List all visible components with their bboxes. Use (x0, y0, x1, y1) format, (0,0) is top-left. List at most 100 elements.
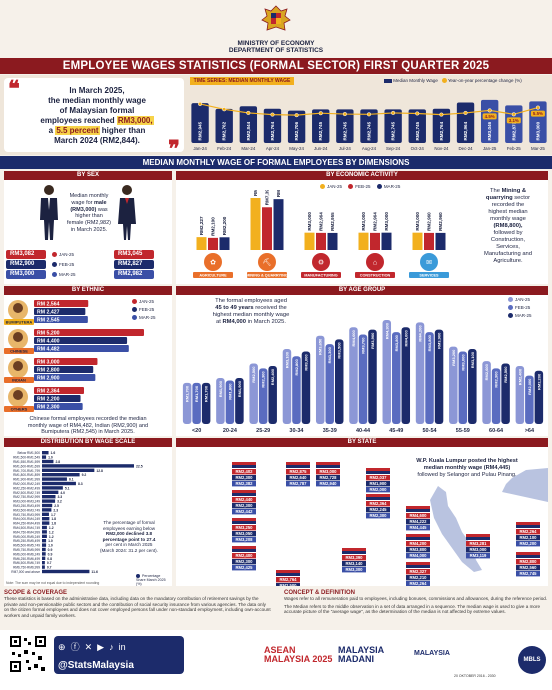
wage-scale-category: RM6,000-RM6,249 (13, 552, 40, 556)
facebook-icon[interactable]: ⓕ (70, 642, 80, 652)
tiktok-icon[interactable]: ♪ (109, 642, 114, 652)
ethnic-bar-FEB-25 (34, 308, 86, 315)
wage-scale-category: RM2,000-RM2,249 (13, 482, 40, 486)
age-bar-MAR-25 (235, 378, 244, 424)
state-value: RM4,000 (410, 553, 428, 558)
state-flag-stripe (316, 465, 340, 468)
highlight-box: ❝ In March 2025, the median monthly wage… (4, 76, 184, 162)
state-value: RM2,800 (520, 559, 538, 564)
age-bar-label: RM3,700 (361, 337, 366, 354)
age-bar-FEB-25 (192, 382, 201, 424)
ethnic-bar-FEB-25 (34, 337, 128, 344)
state-value-bg (366, 475, 390, 481)
ts-bar-label: RM2,764 (439, 121, 444, 140)
state-value-bg (232, 525, 256, 531)
wage-scale-bar (42, 552, 46, 556)
by-state-text: W.P. Kuala Lumpur posted the highest med… (416, 458, 518, 478)
wage-scale-bar (42, 539, 47, 543)
age-bar-label: RM2,400 (270, 368, 275, 385)
age-bar-label: RM4,200 (418, 325, 423, 342)
state-flag-stripe (516, 525, 540, 528)
age-bar-label: RM2,000 (527, 378, 532, 395)
wage-scale-bar (42, 490, 59, 494)
state-value: RM2,000 (370, 487, 388, 492)
activity-bar-label: RM7,395 (265, 190, 270, 205)
ts-bar-Feb-24 (215, 108, 233, 143)
male-mar-value: RM3,000 (6, 270, 46, 279)
wage-scale-bar (42, 543, 47, 547)
activity-bar-MAR-25 (327, 232, 338, 250)
activity-bar-label: RM3,000 (384, 212, 389, 231)
x-icon[interactable]: ✕ (84, 642, 93, 652)
wage-scale-category: RM3,000-RM3,249 (13, 500, 40, 504)
youtube-icon[interactable]: ▶ (97, 642, 105, 652)
activity-bar-label: RM2,960 (427, 212, 432, 231)
wage-scale-value: 6.1 (69, 478, 74, 482)
ts-tick-label: Oct-24 (411, 146, 425, 151)
state-value: RM2,640 (290, 475, 308, 480)
state-value-bg (286, 475, 310, 481)
ts-bar-label: RM3,046 (487, 121, 492, 140)
state-value: RM2,382 (236, 481, 254, 486)
state-value: RM2,875 (290, 469, 308, 474)
ethnic-bar-MAR-25 (34, 403, 83, 410)
activity-bar-FEB-25 (316, 232, 326, 250)
age-bar-MAR-25 (368, 329, 377, 424)
state-value: RM3,119 (470, 553, 487, 558)
state-value-bg (466, 547, 490, 553)
ts-bar-Jan-24 (191, 103, 209, 143)
legend-line-swatch (441, 78, 447, 84)
activity-tag-bg (247, 272, 287, 278)
state-value: RM2,425 (236, 565, 254, 570)
age-bar-JAN-25 (415, 322, 425, 424)
social-handle[interactable]: @StatsMalaysia (58, 660, 134, 671)
linkedin-icon[interactable]: in (118, 642, 126, 652)
ethnic-avatar-head (13, 332, 23, 342)
page-title: EMPLOYEE WAGES STATISTICS (FORMAL SECTOR… (0, 58, 552, 74)
wage-scale-value: 1.0 (48, 544, 53, 548)
state-value-bg (342, 567, 366, 573)
ts-tick-label: Aug-24 (362, 146, 377, 151)
age-bar-label: RM4,000 (403, 329, 408, 346)
state-flag-NEGERI SEMBILAN (276, 570, 300, 573)
activity-tag-bg (301, 272, 341, 278)
ts-bar-label: RM2,745 (391, 121, 396, 140)
state-flag-MELAKA (286, 462, 310, 465)
wage-scale-value: 9.2 (82, 473, 87, 477)
activity-category-label: MANUFACTURING (304, 274, 338, 278)
age-bar-label: RM3,650 (318, 338, 323, 355)
age-bar-label: RM3,100 (470, 351, 475, 368)
ts-bar-Feb-25 (505, 105, 523, 143)
wage-scale-panel (4, 438, 172, 586)
wage-scale-category: RM5,000-RM5,249 (13, 535, 40, 539)
wage-scale-value: 3.2 (57, 500, 62, 504)
wage-scale-value: 1.7 (51, 513, 56, 517)
wage-scale-note: Note: The sum may be not equal due to in… (6, 581, 100, 585)
wage-scale-value: 0.7 (47, 561, 52, 565)
wage-scale-bar (42, 503, 53, 508)
age-bar-MAR-25 (434, 329, 444, 424)
state-value-bg (406, 553, 430, 559)
age-bar-label: RM2,600 (484, 363, 489, 380)
state-value-bg (406, 525, 430, 531)
state-value: RM2,500 (280, 583, 298, 586)
qr-code-icon[interactable] (8, 634, 48, 674)
ts-bar-label: RM2,844 (246, 121, 251, 140)
ts-yoy-point (439, 112, 444, 117)
state-value-bg (232, 469, 256, 475)
state-value-bg (342, 555, 366, 561)
wage-scale-bar (42, 473, 80, 477)
state-value: RM3,050 (236, 531, 254, 536)
state-value-bg (406, 547, 430, 553)
age-bar-label: RM3,000 (303, 354, 308, 371)
state-value-bg (366, 513, 390, 519)
age-bar-label: RM2,400 (517, 368, 522, 385)
wage-scale-bar (42, 561, 45, 565)
age-bar-label: RM2,500 (251, 366, 256, 383)
age-bar-JAN-25 (282, 349, 292, 424)
website-icon[interactable]: ⊕ (58, 642, 66, 652)
state-value-bg (406, 541, 430, 547)
age-bar-MAR-25 (201, 382, 211, 424)
wage-scale-bar (42, 565, 45, 569)
timeseries-label: TIME SERIES: MEDIAN MONTHLY WAGE (190, 77, 294, 85)
